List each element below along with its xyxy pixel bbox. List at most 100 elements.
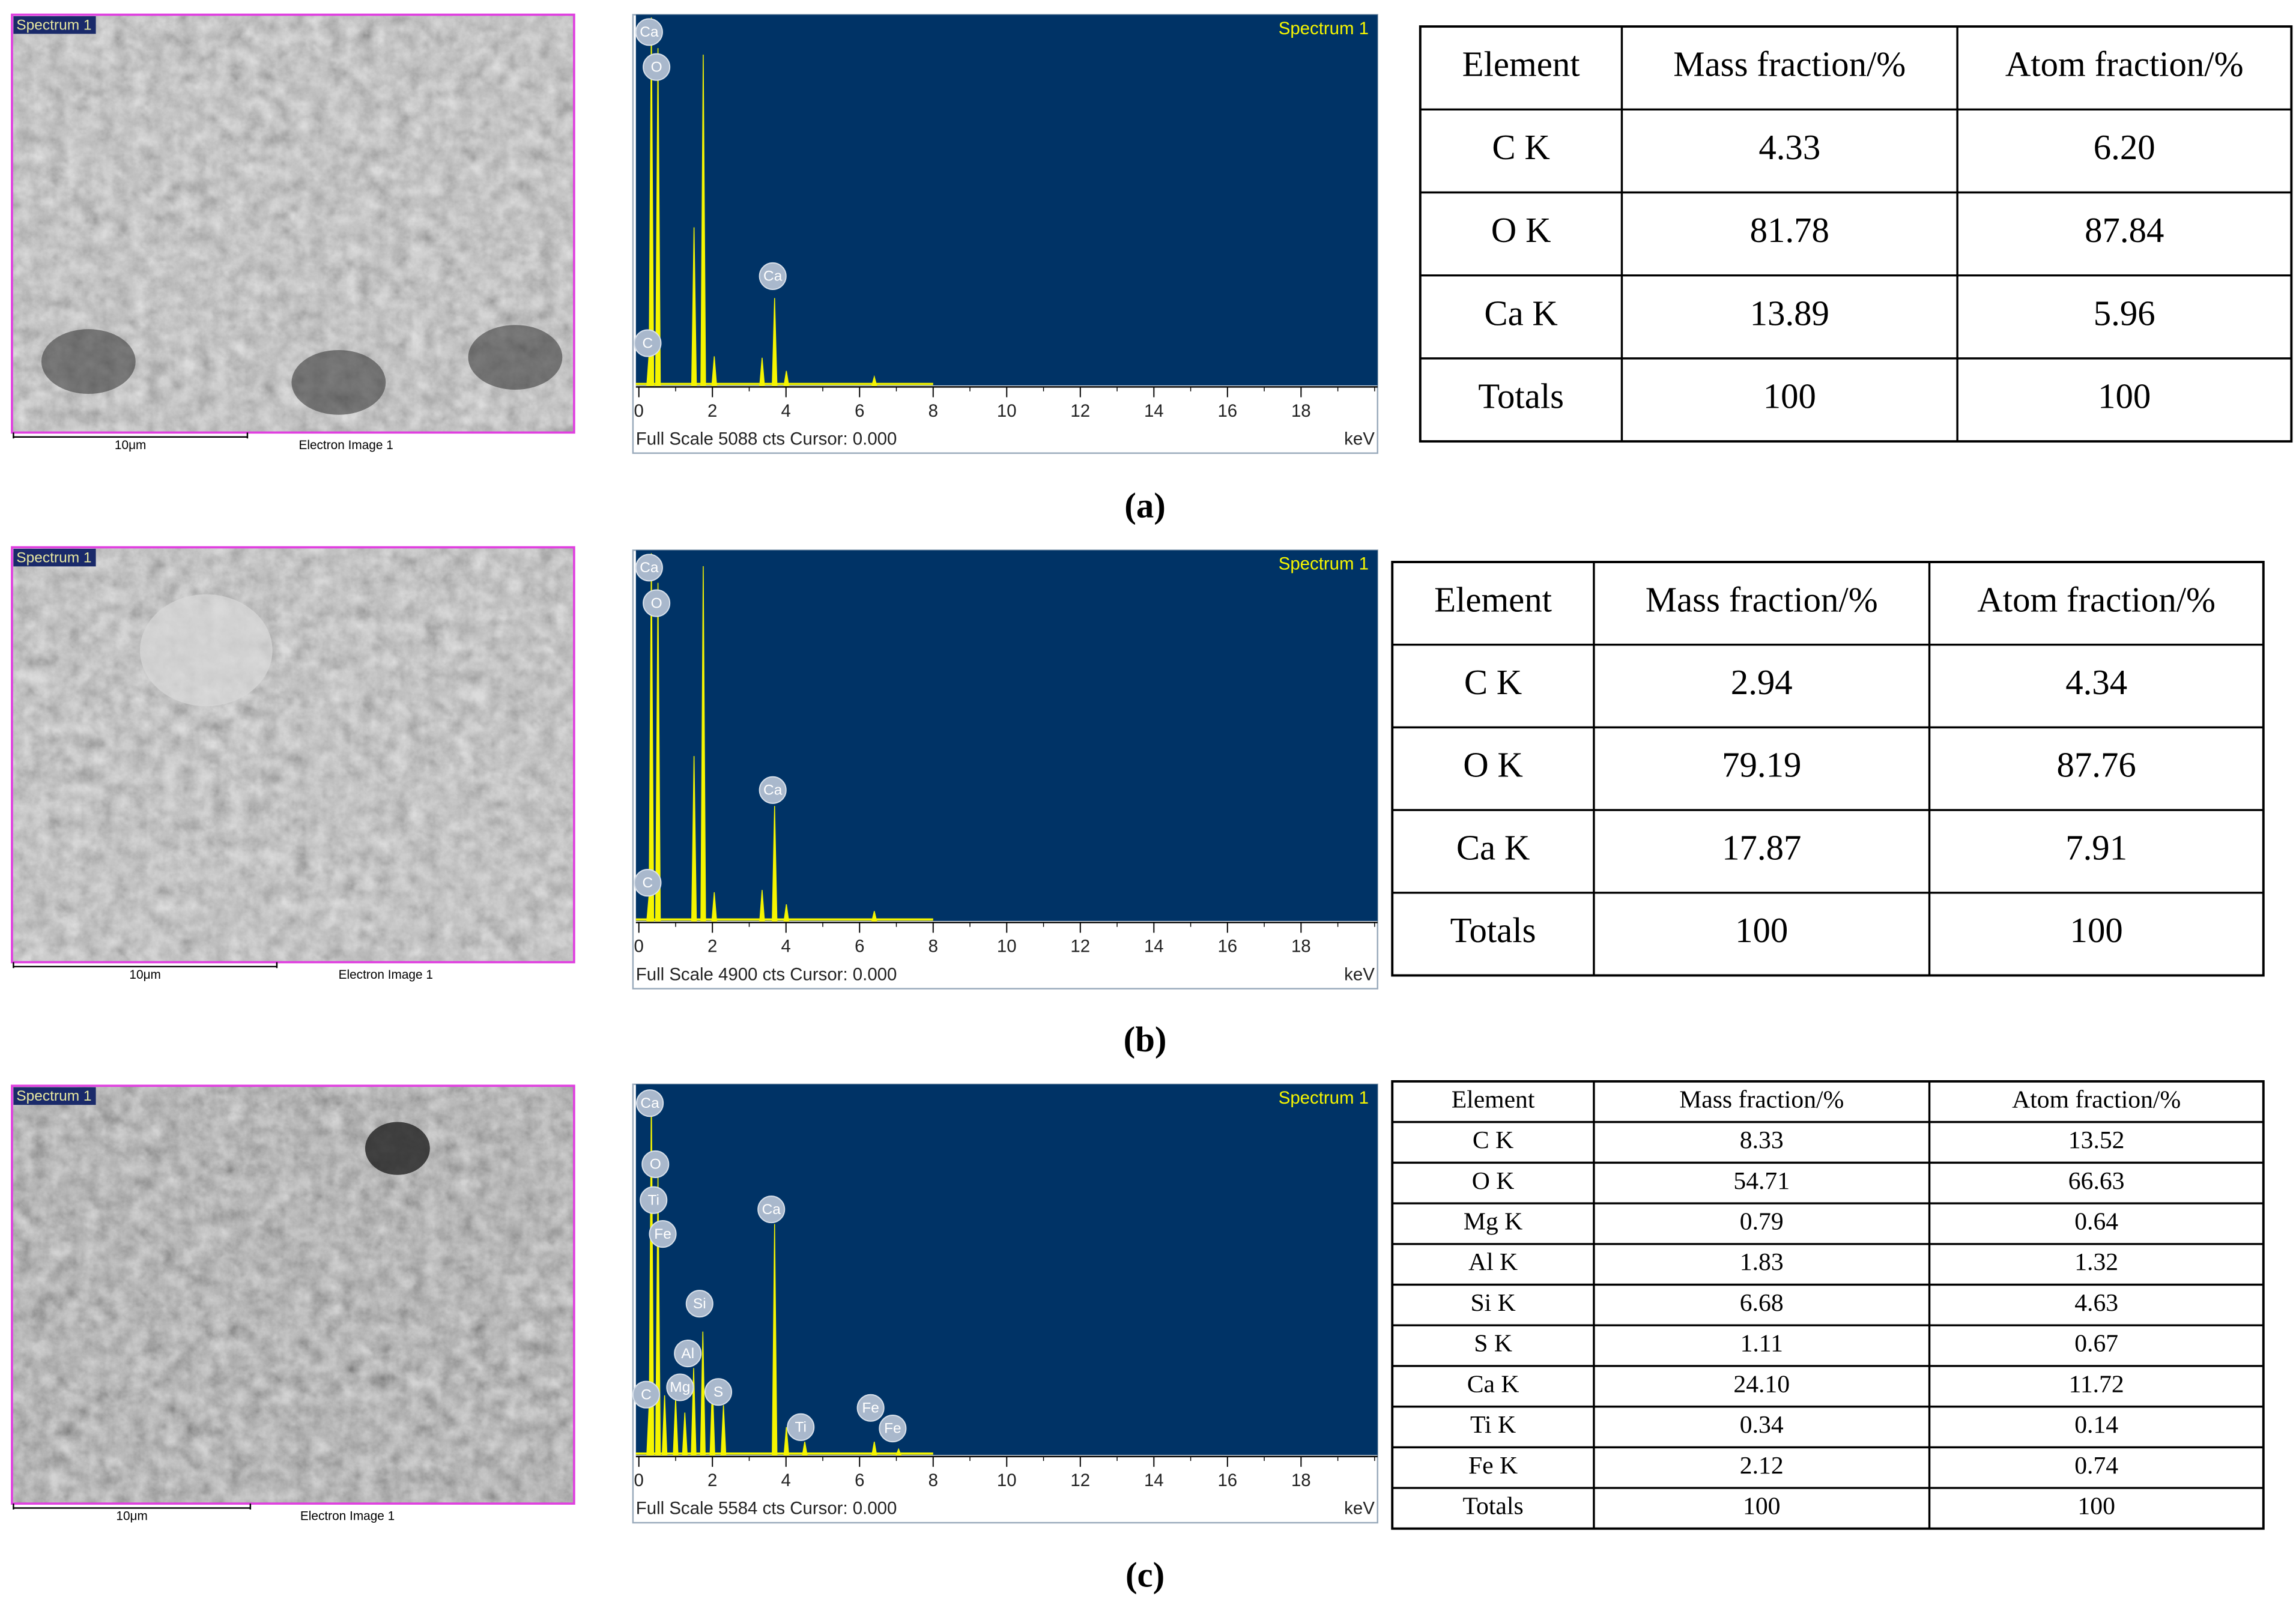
x-tick-label: 12 — [1070, 937, 1090, 957]
table-border — [1419, 25, 2293, 443]
spectrum-peak — [783, 370, 790, 386]
sem-label: Electron Image 1 — [300, 1510, 395, 1523]
spectrum-peak — [691, 756, 697, 922]
spectrum-peak — [655, 582, 661, 922]
peak-label: C — [632, 1380, 661, 1409]
peak-label: Fe — [879, 1415, 907, 1443]
peak-label-text: Ca — [763, 268, 783, 285]
spectrum-peak — [648, 17, 655, 386]
panel-caption: (b) — [1124, 1020, 1167, 1059]
x-tick-label: 0 — [634, 937, 644, 957]
peak-label-badge — [636, 1089, 664, 1117]
sem-image — [11, 547, 574, 963]
sem-image — [11, 1086, 574, 1504]
sem-shade — [11, 547, 574, 963]
table-cell: Ca K — [1467, 1370, 1519, 1398]
peak-label-text: Ca — [763, 782, 783, 799]
spectrum-peak — [691, 1368, 697, 1456]
sem-tag-bg — [13, 548, 96, 567]
spectrum-peak — [682, 1412, 688, 1456]
table-border — [1391, 1080, 2265, 1530]
peak-label-badge — [704, 1378, 733, 1406]
peak-label-text: Ti — [647, 1192, 659, 1208]
peak-label-text: O — [651, 595, 662, 611]
x-tick-label: 16 — [1217, 1470, 1237, 1490]
spectrum-peak — [655, 1176, 661, 1456]
table-cell: 1.32 — [2074, 1248, 2118, 1276]
peak-label: O — [643, 589, 671, 617]
peak-label: Ti — [787, 1413, 815, 1441]
x-tick-label: 4 — [781, 401, 791, 421]
spectrum-footer: Full Scale 5584 cts Cursor: 0.000 — [636, 1499, 897, 1519]
peak-label-badge — [641, 1150, 670, 1178]
x-tick-label: 16 — [1217, 937, 1237, 957]
table-header-cell: Element — [1452, 1086, 1535, 1113]
x-tick-label: 18 — [1291, 1470, 1311, 1490]
x-tick-label: 2 — [707, 937, 717, 957]
panel-caption: (c) — [1125, 1556, 1165, 1595]
spectrum-peak — [711, 892, 718, 922]
table-cell: Ca K — [1456, 828, 1530, 867]
sem-tag: Spectrum 1 — [16, 1088, 91, 1104]
table-cell: 100 — [2070, 911, 2123, 950]
table-header-cell: Mass fraction/% — [1679, 1086, 1844, 1113]
x-tick-label: 12 — [1070, 1470, 1090, 1490]
x-unit: keV — [1344, 1499, 1375, 1519]
scale-bar-label: 10μm — [129, 968, 160, 982]
peak-label: Ca — [635, 18, 663, 46]
table-cell: 100 — [1743, 1492, 1780, 1520]
peak-label-badge — [643, 589, 671, 617]
x-tick-label: 18 — [1291, 401, 1311, 421]
x-tick-label: 16 — [1217, 401, 1237, 421]
spectrum-peak — [871, 1442, 877, 1456]
sem-tag-bg — [13, 1087, 96, 1105]
table-cell: 79.19 — [1722, 746, 1801, 785]
spectrum-plot — [635, 550, 1378, 921]
table-cell: 13.89 — [1750, 294, 1829, 333]
x-tick-label: 8 — [928, 401, 938, 421]
scale-bar-label: 10μm — [115, 438, 146, 452]
peak-label-badge — [632, 1380, 661, 1409]
sem-border — [11, 1084, 575, 1505]
table-cell: Ca K — [1484, 294, 1557, 333]
spectrum-peak — [720, 1405, 727, 1456]
table-cell: 100 — [2098, 376, 2151, 416]
spectrum-peak — [772, 1224, 778, 1456]
peak-label-text: Ca — [640, 560, 659, 576]
peak-label-text: O — [651, 59, 662, 75]
spectrum-peak — [655, 48, 661, 386]
sem-tag: Spectrum 1 — [16, 17, 91, 33]
x-unit: keV — [1344, 429, 1375, 449]
table-cell: 13.52 — [2068, 1126, 2125, 1154]
spectrum-peak — [772, 806, 778, 922]
peak-label: Ca — [636, 1089, 664, 1117]
peak-label-text: O — [650, 1156, 661, 1173]
table-cell: O K — [1491, 211, 1551, 250]
spectrum-plot — [635, 14, 1378, 385]
peak-label-badge — [674, 1340, 702, 1368]
peak-label: Si — [685, 1290, 713, 1318]
x-tick-label: 6 — [855, 937, 864, 957]
table-border — [1391, 561, 2265, 977]
table-cell: 0.74 — [2074, 1452, 2118, 1480]
x-tick-label: 8 — [928, 1470, 938, 1490]
table-cell: C K — [1464, 663, 1522, 702]
spectrum-peak — [772, 298, 778, 386]
table-cell: C K — [1492, 128, 1549, 167]
peak-label: C — [634, 869, 662, 897]
peak-label: Fe — [649, 1220, 677, 1248]
table-cell: 6.68 — [1740, 1289, 1784, 1317]
x-tick-label: 2 — [707, 401, 717, 421]
x-tick-label: 0 — [634, 401, 644, 421]
spectrum-peak — [700, 54, 706, 386]
peak-label-text: Fe — [654, 1226, 671, 1242]
table-header-cell: Element — [1434, 580, 1552, 619]
peak-label-badge — [643, 53, 671, 81]
table-cell: 4.34 — [2065, 663, 2127, 702]
sem-label: Electron Image 1 — [339, 968, 433, 982]
x-tick-label: 10 — [997, 1470, 1017, 1490]
spectrum-footer: Full Scale 4900 cts Cursor: 0.000 — [636, 964, 897, 984]
peak-label-text: S — [713, 1384, 723, 1400]
table-cell: Mg K — [1464, 1207, 1522, 1235]
sem-pore — [291, 349, 386, 415]
